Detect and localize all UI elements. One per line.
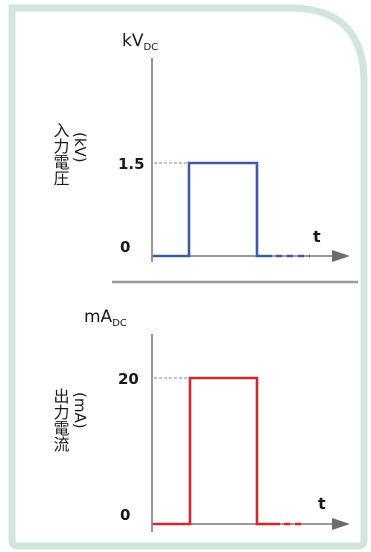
current-unit-label: mADC (84, 307, 127, 329)
current-level-label: 20 (118, 370, 139, 388)
card-background (8, 4, 368, 550)
current-side-unit: (mA) (71, 392, 89, 429)
voltage-side-unit: (kV) (71, 132, 89, 163)
current-pulse-line (153, 376, 280, 526)
current-side-title: 出力電流 (51, 388, 70, 453)
voltage-side-title: 入力電圧 (51, 122, 70, 186)
voltage-unit-sub: DC (143, 42, 158, 53)
voltage-x-axis-arrowhead (332, 250, 350, 262)
voltage-zero-label: 0 (120, 238, 130, 256)
current-panel: mADC 20 0 t 出力電流 (mA) (51, 307, 350, 532)
voltage-unit-main: kV (122, 31, 144, 51)
voltage-panel: kVDC 1.5 0 t 入力電圧 (kV) (51, 31, 350, 262)
voltage-pulse-line (153, 161, 272, 258)
voltage-t-label: t (313, 227, 321, 246)
current-unit-main: mA (84, 307, 113, 327)
voltage-unit-label: kVDC (122, 31, 158, 53)
voltage-level-label: 1.5 (118, 155, 145, 173)
current-t-label: t (318, 494, 326, 513)
current-x-axis-arrowhead (332, 518, 350, 530)
current-unit-sub: DC (112, 318, 127, 329)
current-zero-label: 0 (120, 506, 130, 524)
